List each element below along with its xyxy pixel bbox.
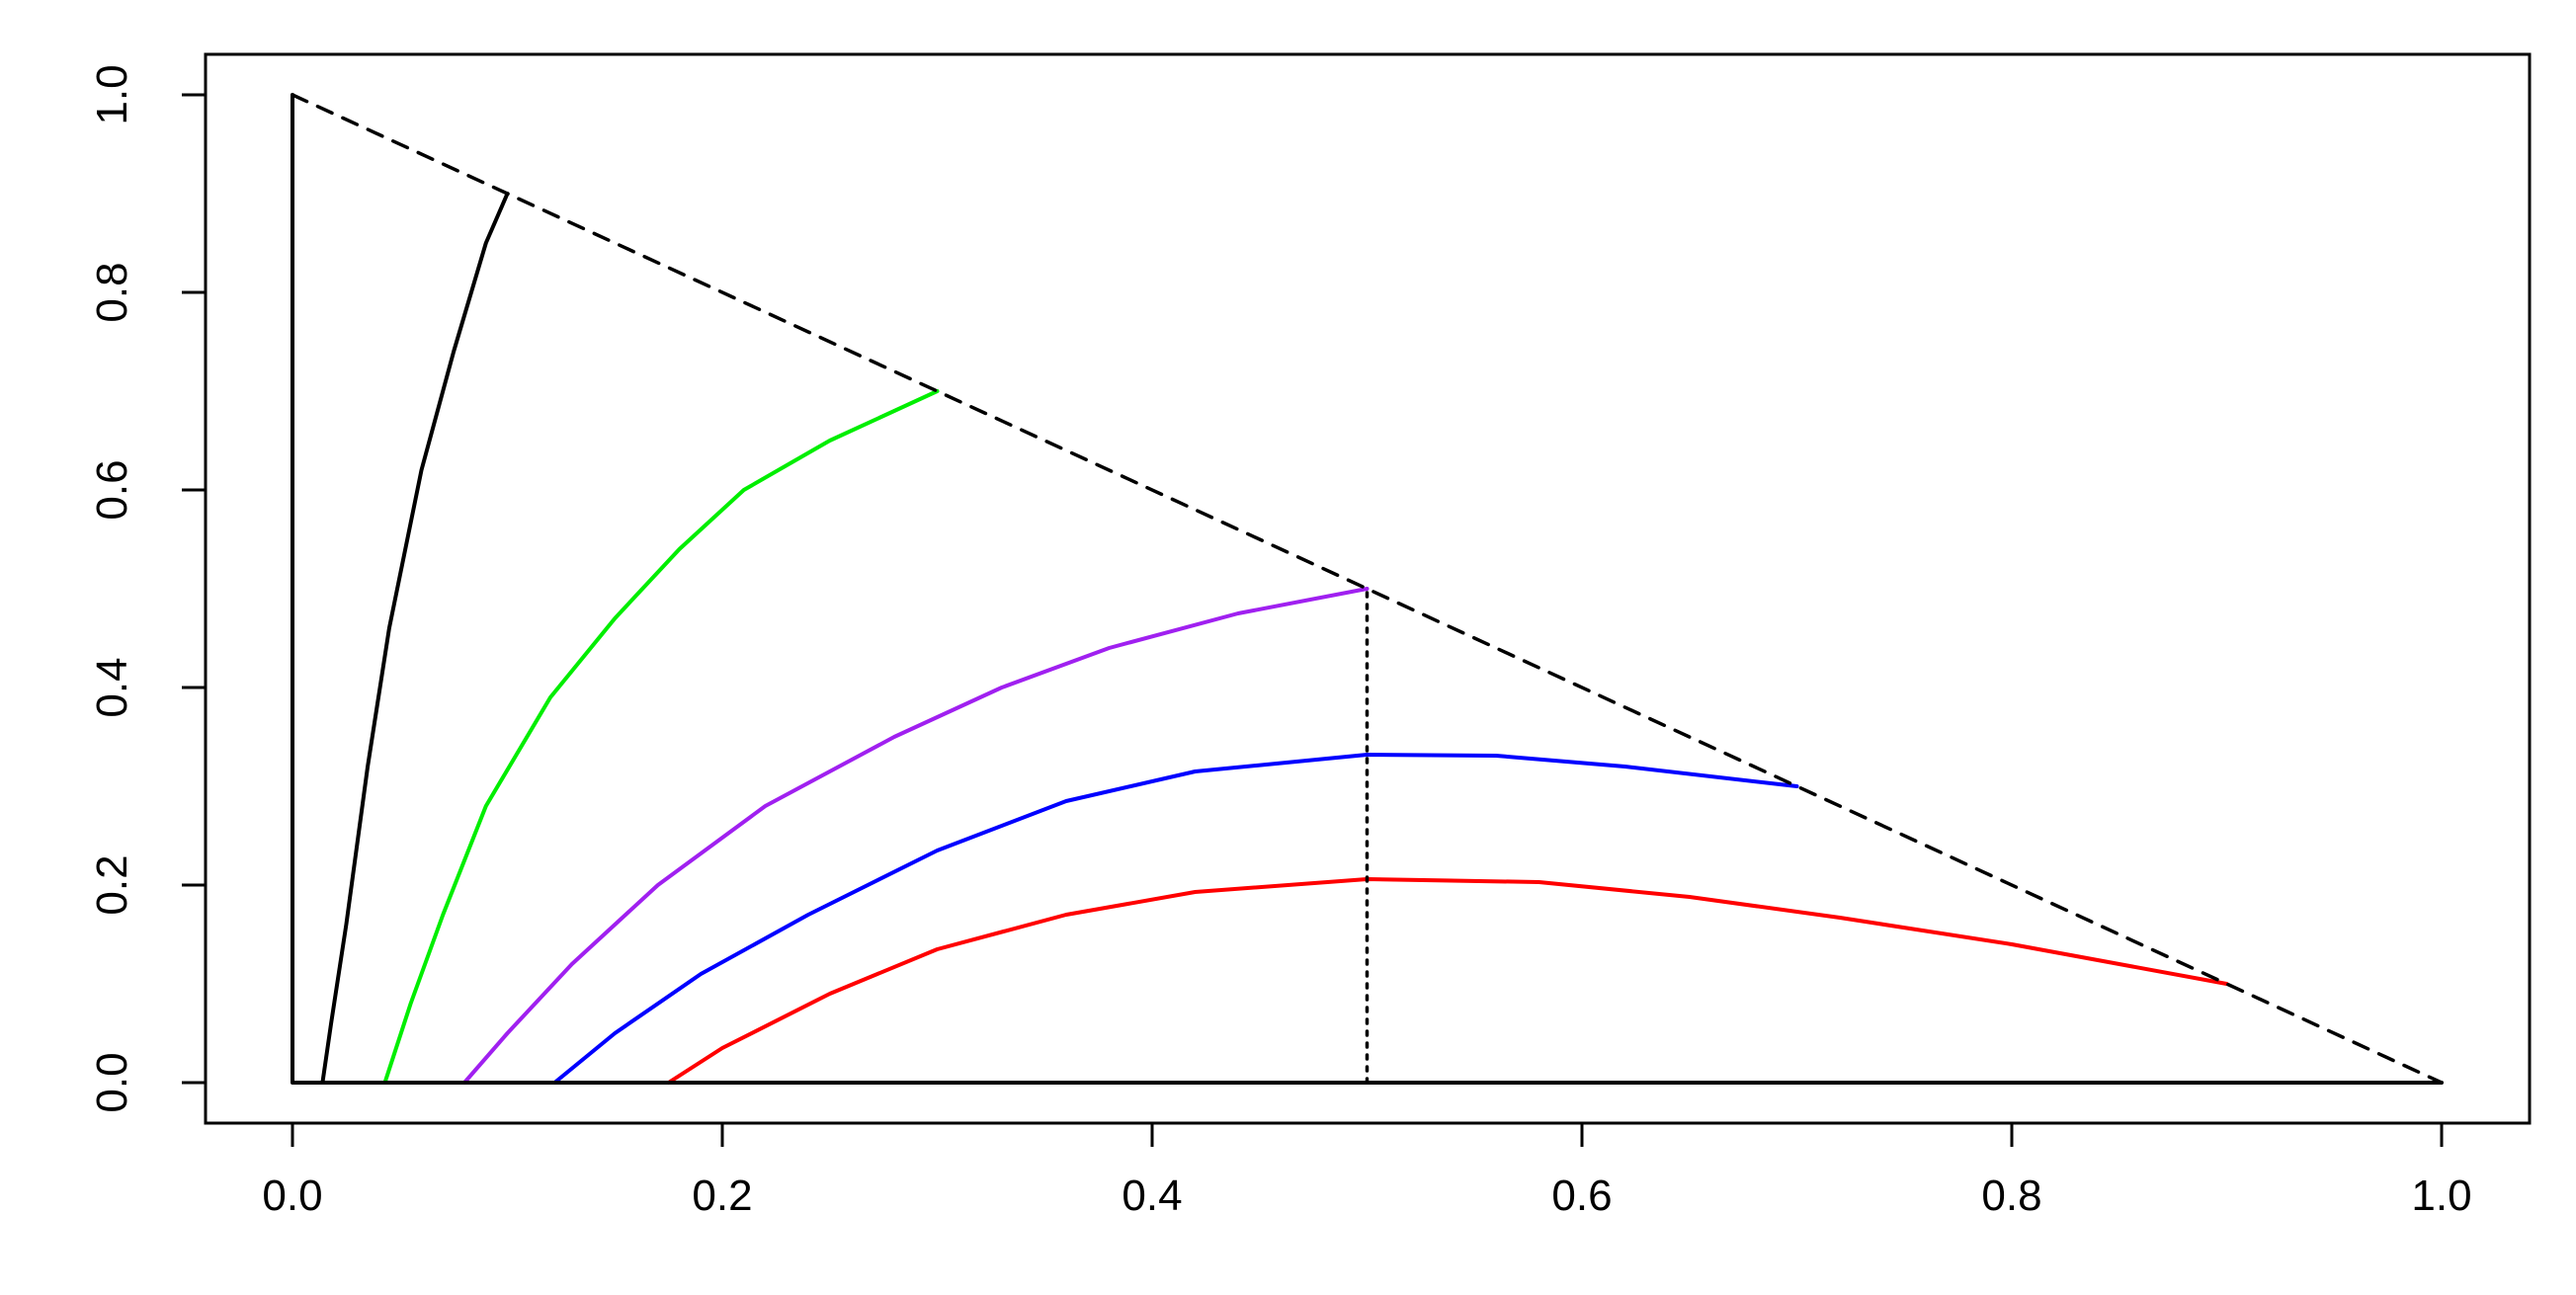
series-line-6-dashed: [291, 93, 2444, 1085]
y-tick-label: 1.0: [88, 64, 136, 124]
x-tick-label: 0.2: [692, 1172, 752, 1220]
x-axis: 0.0 0.2 0.4 0.6 0.8 1.0: [262, 1121, 2472, 1220]
x-tick-label: 1.0: [2411, 1172, 2471, 1220]
series-line-5-solid: [666, 877, 2229, 1085]
y-tick-label: 0.2: [88, 854, 136, 915]
series-layer: [291, 93, 2444, 1085]
y-tick-label: 0.8: [88, 262, 136, 322]
series-line-3-solid: [462, 587, 1370, 1085]
y-tick-label: 0.0: [88, 1052, 136, 1112]
x-tick-label: 0.0: [262, 1172, 322, 1220]
series-line-2-solid: [382, 389, 940, 1085]
x-tick-label: 0.6: [1551, 1172, 1612, 1220]
x-tick-label: 0.4: [1122, 1172, 1182, 1220]
series-line-8-solid: [291, 93, 2444, 1085]
x-tick-label: 0.8: [1981, 1172, 2041, 1220]
y-tick-label: 0.6: [88, 459, 136, 520]
y-tick-label: 0.4: [88, 657, 136, 717]
series-line-4-solid: [552, 753, 1799, 1085]
series-line-1-solid: [320, 192, 510, 1085]
y-axis: 0.0 0.2 0.4 0.6 0.8 1.0: [88, 64, 208, 1113]
